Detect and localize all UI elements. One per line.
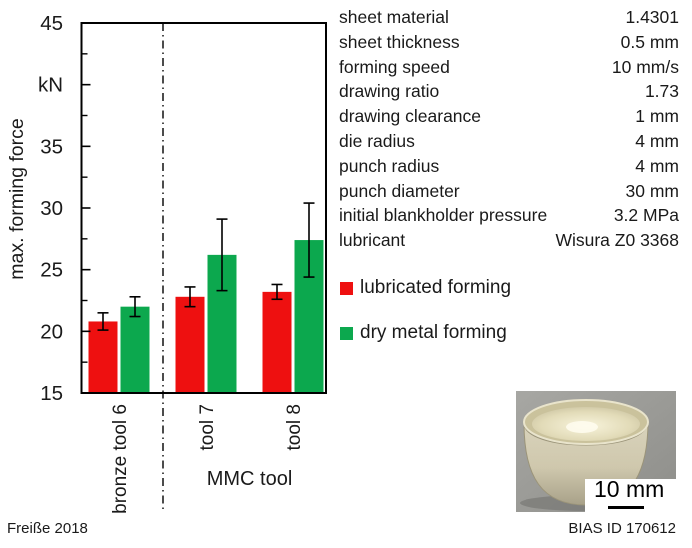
y-tick-label: kN xyxy=(38,74,63,97)
photo-caption: BIAS ID 170612 xyxy=(568,520,676,537)
x-group-label: MMC tool xyxy=(207,468,293,490)
param-label: sheet material xyxy=(339,7,449,27)
legend-label: lubricated forming xyxy=(360,277,512,298)
scale-bar: 10 mm xyxy=(585,476,676,512)
param-value: 4 mm xyxy=(635,155,679,176)
cup-highlight xyxy=(566,421,598,433)
param-value: Wisura Z0 3368 xyxy=(555,230,679,251)
bar-lubricated-0 xyxy=(88,321,118,393)
param-value: 0.5 mm xyxy=(620,31,679,52)
param-value: 10 mm/s xyxy=(611,56,679,77)
chart-legend: lubricated forming dry metal forming xyxy=(340,277,511,367)
param-label: punch diameter xyxy=(339,180,460,201)
param-row: drawing clearance 1 mm xyxy=(339,104,679,129)
scale-line xyxy=(608,506,644,509)
param-row: initial blankholder pressure 3.2 MPa xyxy=(339,203,679,228)
y-tick-label: 35 xyxy=(40,135,63,158)
param-row: drawing ratio 1.73 xyxy=(339,79,679,104)
bar-dry-0 xyxy=(120,306,150,393)
legend-swatch-icon xyxy=(340,281,353,295)
x-category-label: tool 8 xyxy=(284,404,305,450)
param-row: punch radius 4 mm xyxy=(339,154,679,179)
param-value: 3.2 MPa xyxy=(613,205,679,226)
param-row: sheet thickness 0.5 mm xyxy=(339,30,679,55)
param-row: die radius 4 mm xyxy=(339,129,679,154)
param-row: forming speed 10 mm/s xyxy=(339,55,679,80)
param-label: forming speed xyxy=(339,56,450,77)
param-value: 4 mm xyxy=(635,130,679,151)
y-tick-label: 30 xyxy=(40,197,63,220)
bar-chart: 15 20 25 30 35 kN 45 max. forming force bronze t… xyxy=(6,12,327,514)
legend-label: dry metal forming xyxy=(360,322,507,343)
y-tick-label: 25 xyxy=(40,259,63,282)
legend-item: dry metal forming xyxy=(340,322,511,344)
param-label: initial blankholder pressure xyxy=(339,205,548,226)
param-label: drawing clearance xyxy=(339,106,482,127)
y-tick-label: 15 xyxy=(40,382,63,405)
param-row: punch diameter 30 mm xyxy=(339,179,679,204)
param-label: lubricant xyxy=(339,230,406,251)
param-value: 1 mm xyxy=(635,106,679,127)
credit-text: Freiße 2018 xyxy=(7,520,88,537)
param-label: die radius xyxy=(339,130,415,151)
bar-lubricated-2 xyxy=(262,291,292,393)
y-axis-title: max. forming force xyxy=(6,118,28,279)
scale-label: 10 mm xyxy=(594,476,665,502)
y-tick-label: 20 xyxy=(40,320,63,343)
legend-item: lubricated forming xyxy=(340,277,511,299)
bar-lubricated-1 xyxy=(175,296,205,393)
x-category-label: tool 7 xyxy=(197,404,218,450)
x-category-label: bronze tool 6 xyxy=(110,404,131,514)
param-value: 30 mm xyxy=(625,180,679,201)
parameter-table: sheet material 1.4301 sheet thickness 0.5 m… xyxy=(339,5,679,253)
cup-photo: 10 mm xyxy=(516,391,676,512)
param-label: drawing ratio xyxy=(339,81,440,102)
y-tick-label: 45 xyxy=(40,12,63,35)
param-label: punch radius xyxy=(339,155,440,176)
param-label: sheet thickness xyxy=(339,31,460,52)
param-value: 1.4301 xyxy=(625,7,679,27)
param-row: lubricant Wisura Z0 3368 xyxy=(339,228,679,253)
legend-swatch-icon xyxy=(340,326,353,340)
param-value: 1.73 xyxy=(644,81,679,102)
param-row: sheet material 1.4301 xyxy=(339,5,679,30)
